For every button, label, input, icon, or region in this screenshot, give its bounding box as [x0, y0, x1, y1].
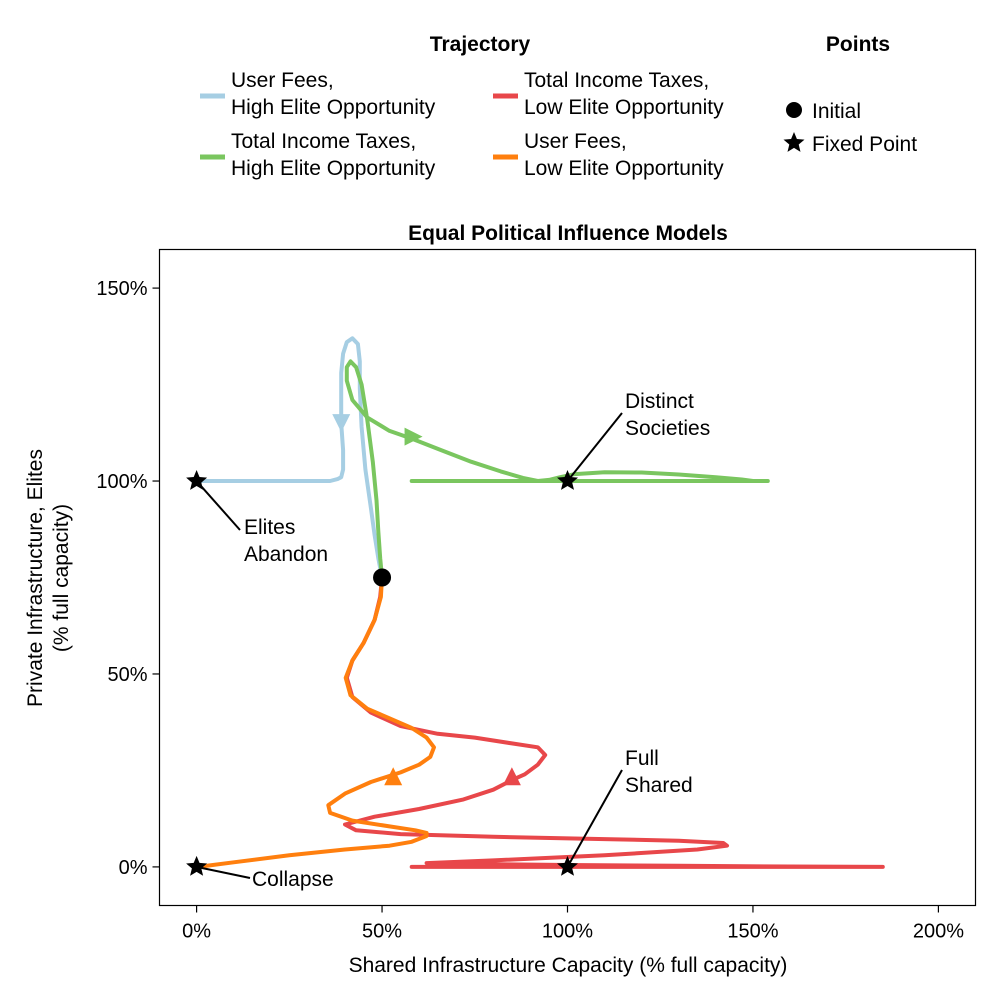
annotation-label: Distinct Societies	[625, 390, 710, 440]
y-axis-label-line2: (% full capacity)	[50, 504, 73, 652]
series-line-0	[194, 336, 384, 580]
annotation-leader	[566, 412, 623, 482]
series-line-2	[343, 575, 885, 869]
x-tick-label: 150%	[727, 921, 778, 943]
series-layer	[194, 336, 885, 869]
y-tick-label: 0%	[119, 857, 148, 879]
legend: Trajectory Points User Fees, High Elite O…	[200, 33, 917, 180]
x-tick-label: 100%	[542, 921, 593, 943]
x-tick-label: 200%	[913, 921, 964, 943]
annotation-label: Elites Abandon	[244, 516, 328, 566]
x-axis: 0% 50% 100% 150% 200%	[182, 905, 964, 943]
series-arrow-1	[404, 427, 423, 446]
fixed-point-marker	[557, 855, 578, 876]
annotation-leader	[566, 769, 623, 868]
series-arrow-0	[332, 414, 351, 433]
legend-fixed-point-label: Fixed Point	[812, 133, 917, 156]
annotation-leader	[195, 480, 241, 531]
y-axis: 0% 50% 100% 150%	[96, 278, 160, 879]
x-tick-label: 50%	[362, 921, 402, 943]
legend-initial-marker	[786, 102, 802, 118]
annotation-layer: Distinct Societies Elites Abandon Full Shared…	[195, 390, 710, 891]
legend-label-series-3: User Fees, Low Elite Opportunity	[524, 130, 724, 180]
annotation-label: Collapse	[252, 868, 334, 891]
fixed-point-marker	[557, 470, 578, 490]
legend-label-series-1: Total Income Taxes, High Elite Opportunit…	[231, 130, 436, 180]
series-line-3	[194, 575, 436, 869]
y-tick-label: 150%	[96, 278, 147, 300]
fixed-point-marker	[186, 855, 208, 876]
x-axis-label: Shared Infrastructure Capacity (% full c…	[349, 954, 788, 977]
fixed-point-marker	[186, 470, 208, 490]
legend-label-series-0: User Fees, High Elite Opportunity	[231, 69, 436, 119]
plot-frame	[158, 248, 977, 907]
annotation-leader	[196, 865, 251, 879]
legend-points-title: Points	[826, 33, 890, 56]
series-arrow-2	[502, 767, 521, 786]
marker-layer	[186, 470, 578, 876]
y-tick-label: 50%	[107, 664, 147, 686]
y-tick-label: 100%	[96, 471, 147, 493]
y-axis-label: Private Infrastructure, Elites (% full c…	[24, 449, 73, 707]
x-tick-label: 0%	[182, 921, 211, 943]
legend-label-series-2: Total Income Taxes, Low Elite Opportunity	[524, 69, 724, 119]
series-arrow-3	[384, 767, 403, 786]
initial-point-marker	[373, 568, 392, 587]
series-line-1	[344, 359, 770, 580]
legend-initial-label: Initial	[812, 100, 861, 123]
legend-trajectory-title: Trajectory	[430, 33, 531, 56]
chart-title: Equal Political Influence Models	[408, 222, 728, 245]
legend-fixed-point-marker	[783, 132, 805, 152]
annotation-label: Full Shared	[625, 747, 693, 797]
y-axis-label-line1: Private Infrastructure, Elites	[24, 449, 47, 707]
